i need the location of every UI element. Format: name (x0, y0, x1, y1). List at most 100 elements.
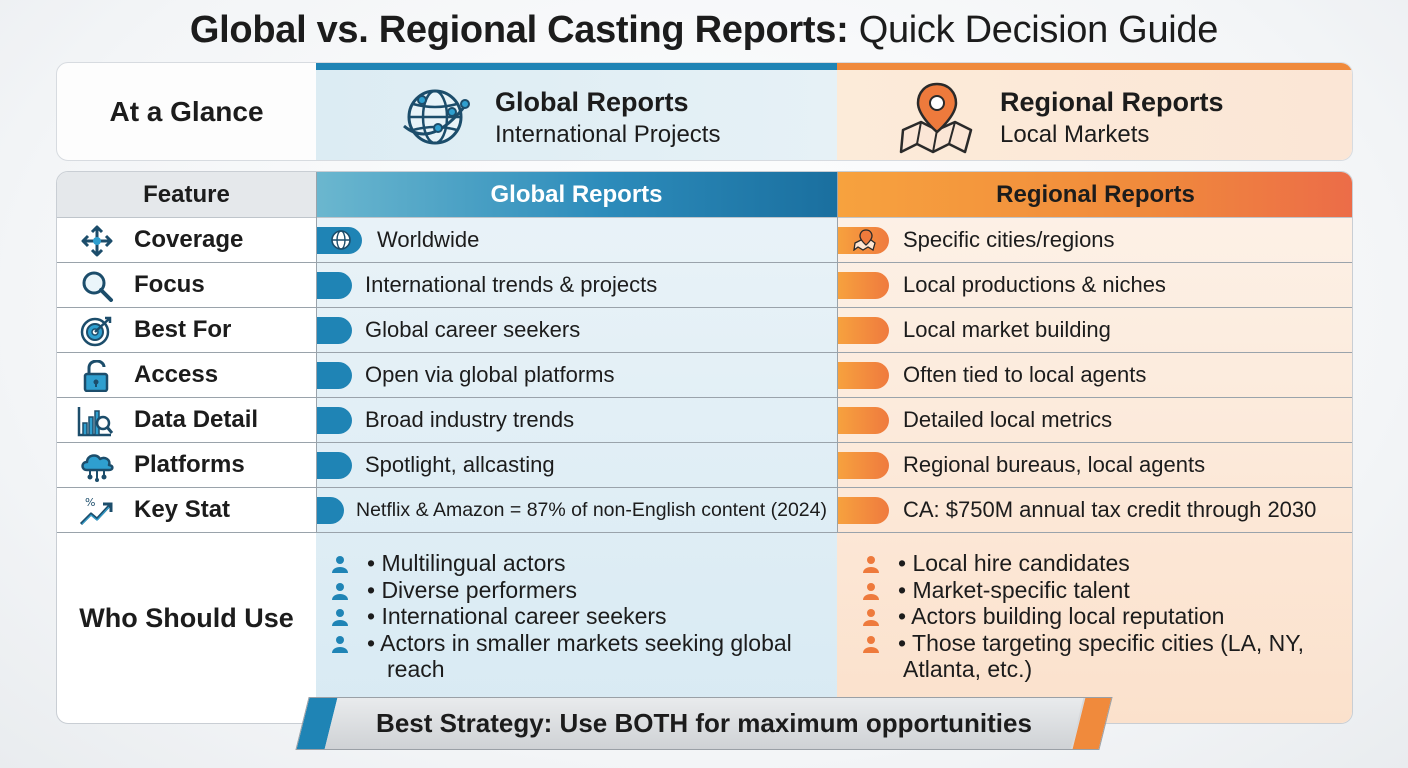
list-item-continuation: reach (331, 656, 831, 683)
global-cell: Global career seekers (365, 317, 581, 342)
globe-tab (316, 227, 362, 254)
list-item: • Diverse performers (331, 577, 831, 604)
who-should-use-label: Who Should Use (79, 602, 294, 633)
global-marker (316, 497, 344, 524)
svg-text:%: % (85, 496, 95, 509)
global-cell: Worldwide (377, 227, 480, 252)
global-marker (316, 362, 352, 389)
feature-label: Data Detail (134, 406, 259, 433)
glance-global-subtitle: International Projects (495, 121, 721, 148)
list-item: • Market-specific talent (862, 577, 1342, 604)
who-text: • Those targeting specific cities (LA, N… (898, 629, 1305, 656)
person-icon (332, 556, 348, 573)
globe-icon (331, 230, 351, 250)
page-title: Global vs. Regional Casting Reports: Qui… (0, 8, 1408, 52)
regional-marker (837, 497, 889, 524)
table-row: Data Detail Broad industry trends Detail… (57, 398, 1352, 443)
at-a-glance-label: At a Glance (109, 95, 264, 127)
list-item: • Actors building local reputation (862, 603, 1342, 630)
cloud-network-icon (81, 454, 114, 482)
regional-cell: Often tied to local agents (903, 362, 1147, 387)
list-item: • Multilingual actors (331, 550, 831, 577)
target-icon (80, 316, 112, 347)
person-icon (332, 609, 348, 626)
list-item: • International career seekers (331, 603, 831, 630)
global-cell: Broad industry trends (365, 407, 575, 432)
magnifier-icon (82, 271, 113, 302)
person-icon (863, 635, 879, 653)
map-tab (837, 227, 889, 254)
regional-cell: Local productions & niches (903, 272, 1166, 297)
table-row: Access Open via global platforms Often t… (57, 353, 1352, 398)
global-cell: Netflix & Amazon = 87% of non-English co… (356, 499, 827, 521)
person-icon (332, 635, 348, 653)
column-divider (837, 172, 838, 533)
person-icon (332, 582, 348, 600)
move-arrows-icon (81, 225, 113, 257)
feature-label: Platforms (134, 451, 245, 478)
global-marker (316, 317, 352, 344)
global-cell: International trends & projects (365, 272, 658, 297)
list-item: • Those targeting specific cities (LA, N… (862, 630, 1342, 657)
regional-marker (837, 317, 889, 344)
header-feature: Feature (57, 172, 316, 218)
who-text: reach (387, 656, 445, 682)
table-row: Platforms Spotlight, allcasting Regional… (57, 443, 1352, 488)
globe-network-icon (403, 89, 470, 145)
feature-label: Coverage (134, 226, 244, 253)
table-row: % Key Stat Netflix & Amazon = 87% of non… (57, 488, 1352, 533)
global-marker (316, 407, 352, 434)
who-text: • Multilingual actors (367, 550, 566, 576)
regional-cell: Regional bureaus, local agents (903, 452, 1206, 477)
column-divider (316, 172, 317, 533)
glance-regional-subtitle: Local Markets (1000, 121, 1150, 148)
who-regional-list: • Local hire candidates • Market-specifi… (862, 550, 1342, 683)
feature-label: Key Stat (134, 496, 231, 523)
regional-marker (837, 407, 889, 434)
map-icon (853, 229, 876, 251)
glance-global: Global Reports International Projects (316, 63, 837, 160)
who-text: • Local hire candidates (898, 550, 1130, 576)
global-cell: Spotlight, allcasting (365, 452, 555, 477)
regional-cell: CA: $750M annual tax credit through 2030 (903, 497, 1317, 522)
person-icon (863, 609, 879, 626)
who-text: • International career seekers (367, 603, 667, 629)
regional-marker (837, 362, 889, 389)
list-item-continuation: Atlanta, etc.) (862, 656, 1342, 683)
regional-column-bg (837, 172, 1352, 723)
who-text: • Actors building local reputation (898, 603, 1225, 629)
who-text: • Market-specific talent (898, 576, 1130, 603)
who-text: Atlanta, etc.) (903, 656, 1033, 682)
chart-magnifier-icon (77, 407, 114, 437)
global-marker (316, 452, 352, 479)
list-item: • Local hire candidates (862, 550, 1342, 577)
glance-regional-title: Regional Reports (1000, 87, 1224, 117)
global-column-bg (316, 172, 837, 723)
title-bold: Global vs. Regional Casting Reports: (189, 9, 849, 51)
table-row: Focus International trends & projects Lo… (57, 263, 1352, 308)
strategy-banner-text: Best Strategy: Use BOTH for maximum oppo… (376, 708, 1032, 738)
who-text: • Actors in smaller markets seeking glob… (367, 629, 792, 656)
regional-cell: Detailed local metrics (903, 407, 1113, 432)
header-regional: Regional Reports (837, 172, 1352, 218)
global-cell: Open via global platforms (365, 362, 615, 387)
at-a-glance-panel: At a Glance Global Reports International… (56, 62, 1353, 161)
title-light: Quick Decision Guide (858, 9, 1219, 51)
regional-cell: Local market building (903, 317, 1111, 342)
glance-regional: Regional Reports Local Markets (837, 63, 1352, 160)
regional-marker (837, 452, 889, 479)
feature-label: Access (134, 361, 219, 388)
trend-up-icon: % (79, 496, 113, 526)
regional-cell: Specific cities/regions (903, 227, 1115, 252)
person-icon (863, 556, 879, 573)
person-icon (863, 582, 879, 600)
glance-global-title: Global Reports (495, 87, 689, 117)
feature-label: Focus (134, 271, 205, 298)
feature-label: Best For (134, 316, 232, 343)
table-row: Coverage Worldwide Specific cities/regio… (57, 218, 1352, 263)
who-global-list: • Multilingual actors • Diverse performe… (331, 550, 831, 683)
who-text: • Diverse performers (367, 576, 577, 603)
table-row: Best For Global career seekers Local mar… (57, 308, 1352, 353)
regional-marker (837, 272, 889, 299)
unlock-icon (83, 360, 109, 392)
